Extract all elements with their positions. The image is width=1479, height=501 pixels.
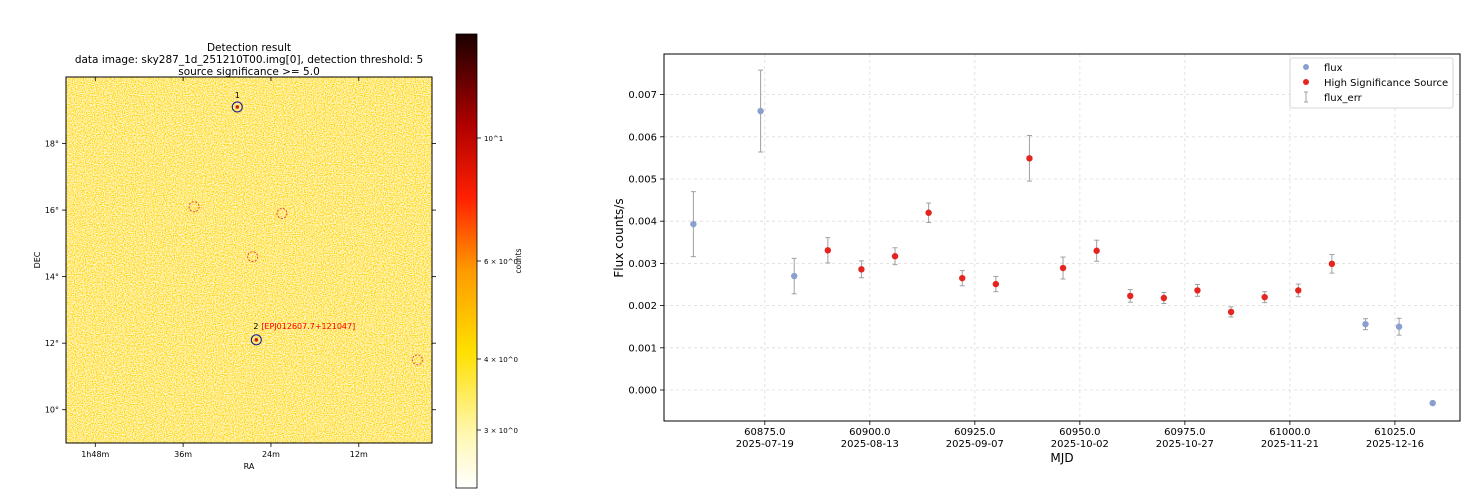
y-tick-label: 0.003 xyxy=(628,259,657,270)
colorbar-ticks: 3 × 10^0 4 × 10^0 6 × 10^0 10^1 xyxy=(477,135,518,435)
high-significance-point xyxy=(1093,247,1100,254)
flux-point xyxy=(1429,399,1436,407)
legend-box xyxy=(1289,57,1454,109)
high-significance-point xyxy=(925,209,932,216)
source-circle-high xyxy=(231,101,243,113)
high-significance-point xyxy=(959,274,966,282)
high-significance-point xyxy=(1295,287,1302,294)
colorbar-label: counts xyxy=(514,248,523,273)
source-circle-low xyxy=(276,207,288,219)
x-tick-label-mjd: 60925.0 xyxy=(954,427,995,438)
legend-flux-marker xyxy=(1303,64,1309,70)
high-significance-point xyxy=(891,253,899,260)
colorbar-gradient xyxy=(455,33,478,489)
source-2-catalog-label: [EPJ012607.7+121047] xyxy=(261,322,355,331)
colorbar-tick-label: 4 × 10^0 xyxy=(484,356,518,364)
source-circle-low xyxy=(247,251,259,263)
image-title-line-1: Detection result xyxy=(207,42,291,54)
light-curve-frame xyxy=(663,53,1461,422)
high-significance-point xyxy=(824,247,832,254)
y-tick-label: 0.004 xyxy=(628,217,657,228)
light-curve-y-axis-label: Flux counts/s xyxy=(612,198,626,277)
x-tick-label-mjd: 61000.0 xyxy=(1269,427,1310,438)
x-tick-label-mjd: 60875.0 xyxy=(744,427,785,438)
colorbar-tick-label: 10^1 xyxy=(484,135,503,143)
image-x-axis: 1h48m 36m 24m 12m xyxy=(81,77,368,459)
image-title-line-3: source significance >= 5.0 xyxy=(178,66,320,78)
x-tick-label-date: 2025-08-13 xyxy=(841,439,899,450)
y-tick-label: 0.000 xyxy=(628,386,657,397)
source-circle-high xyxy=(250,334,262,346)
image-x-tick-label: 24m xyxy=(262,450,280,459)
high-significance-point xyxy=(1227,308,1235,316)
image-y-axis: 10° 12° 14° 16° 18° xyxy=(45,140,436,415)
image-y-tick-label: 16° xyxy=(45,206,59,215)
source-markers: 1 2 [EPJ012607.7+121047] xyxy=(188,91,423,366)
high-significance-point xyxy=(1328,260,1336,268)
high-significance-point xyxy=(1026,155,1033,162)
image-title-line-2: data image: sky287_1d_251210T00.img[0], … xyxy=(75,54,423,66)
high-significance-point xyxy=(1194,287,1201,294)
x-tick-label-mjd: 61025.0 xyxy=(1374,427,1415,438)
flux-point xyxy=(1362,320,1369,328)
x-tick-label-date: 2025-10-02 xyxy=(1051,439,1109,450)
light-curve-points xyxy=(690,69,1436,407)
image-frame xyxy=(65,76,433,444)
source-core xyxy=(235,105,240,109)
image-y-tick-label: 10° xyxy=(45,406,59,415)
y-tick-label: 0.006 xyxy=(628,132,657,143)
colorbar-tick-label: 3 × 10^0 xyxy=(484,427,518,435)
legend-flux-label: flux xyxy=(1324,63,1343,74)
x-tick-label-mjd: 60900.0 xyxy=(849,427,890,438)
legend-high-marker xyxy=(1303,79,1309,85)
y-tick-label: 0.005 xyxy=(628,175,657,186)
flux-point xyxy=(1395,323,1403,330)
high-significance-point xyxy=(858,266,865,273)
high-significance-point xyxy=(1059,264,1067,272)
flux-point xyxy=(757,107,764,115)
image-x-tick-label: 1h48m xyxy=(81,450,109,459)
high-significance-point xyxy=(992,280,1000,288)
light-curve-y-axis: 0.000 0.001 0.002 0.003 0.004 0.005 0.006 0.007 xyxy=(628,90,664,397)
high-significance-point xyxy=(1127,292,1134,300)
x-tick-label-date: 2025-09-07 xyxy=(946,439,1004,450)
light-curve-x-axis-label: MJD xyxy=(1050,451,1073,465)
legend-high-label: High Significance Source xyxy=(1324,78,1448,89)
image-x-axis-label: RA xyxy=(244,462,255,471)
source-circle-low xyxy=(188,201,200,213)
image-x-tick-label: 12m xyxy=(350,450,368,459)
x-tick-label-date: 2025-10-27 xyxy=(1156,439,1214,450)
x-tick-label-date: 2025-07-19 xyxy=(736,439,794,450)
y-tick-label: 0.007 xyxy=(628,90,657,101)
source-2-number-label: 2 xyxy=(253,322,258,331)
image-y-tick-label: 12° xyxy=(45,339,59,348)
source-1-label: 1 xyxy=(235,91,240,100)
colorbar: 3 × 10^0 4 × 10^0 6 × 10^0 10^1 counts xyxy=(455,33,523,489)
source-circle-low xyxy=(411,354,423,366)
x-tick-label-mjd: 60950.0 xyxy=(1059,427,1100,438)
image-x-tick-label: 36m xyxy=(174,450,192,459)
y-tick-label: 0.002 xyxy=(628,301,657,312)
y-tick-label: 0.001 xyxy=(628,343,657,354)
legend: flux High Significance Source flux_err xyxy=(1289,57,1454,109)
legend-err-label: flux_err xyxy=(1324,93,1363,104)
high-significance-point xyxy=(1160,294,1168,302)
x-tick-label-date: 2025-11-21 xyxy=(1261,439,1319,450)
flux-point xyxy=(791,272,798,280)
flux-point xyxy=(690,220,697,228)
image-y-tick-label: 18° xyxy=(45,140,59,149)
image-y-axis-label: DEC xyxy=(33,251,42,268)
source-core xyxy=(254,338,259,342)
high-significance-point xyxy=(1261,293,1268,301)
x-tick-label-mjd: 60975.0 xyxy=(1164,427,1205,438)
image-y-tick-label: 14° xyxy=(45,273,59,282)
light-curve-grid xyxy=(664,54,1460,421)
colorbar-tick-label: 6 × 10^0 xyxy=(484,258,518,266)
detection-image-panel: Detection result data image: sky287_1d_2… xyxy=(33,33,523,489)
x-tick-label-date: 2025-12-16 xyxy=(1366,439,1424,450)
